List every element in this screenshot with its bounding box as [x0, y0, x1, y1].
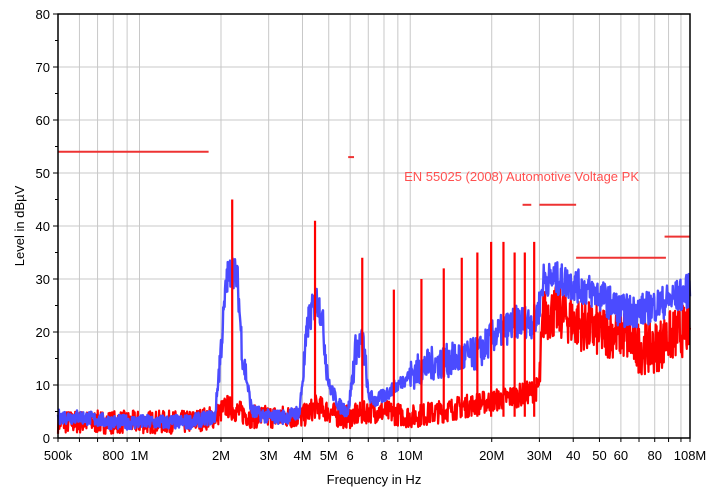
limit-lines [58, 150, 690, 259]
x-tick-label: 3M [260, 448, 278, 463]
x-axis-label: Frequency in Hz [327, 472, 422, 487]
y-axis: 0 10 20 30 40 50 60 70 80 [36, 7, 58, 446]
x-tick-label: 10M [398, 448, 423, 463]
x-tick-label: 800 [102, 448, 124, 463]
y-tick-label: 0 [43, 431, 50, 446]
y-axis-label: Level in dBµV [12, 185, 27, 266]
x-tick-label: 500k [44, 448, 73, 463]
limit-annotation: EN 55025 (2008) Automotive Voltage PK [404, 169, 639, 184]
y-tick-label: 50 [36, 166, 50, 181]
y-tick-label: 10 [36, 378, 50, 393]
blue-trace [56, 257, 692, 431]
series-group [56, 257, 692, 435]
x-tick-label: 6 [347, 448, 354, 463]
y-tick-label: 80 [36, 7, 50, 22]
spike-group [231, 199, 536, 417]
x-tick-label: 2M [212, 448, 230, 463]
y-tick-label: 40 [36, 219, 50, 234]
x-tick-label: 5M [320, 448, 338, 463]
x-tick-label: 108M [674, 448, 707, 463]
x-tick-label: 1M [130, 448, 148, 463]
x-tick-label: 40 [566, 448, 580, 463]
x-tick-label: 20M [479, 448, 504, 463]
x-tick-label: 4M [293, 448, 311, 463]
y-tick-label: 60 [36, 113, 50, 128]
x-tick-label: 60 [614, 448, 628, 463]
x-axis: 500k 800 1M 2M 3M 4M 5M 6 8 10M 20M 30M 40 50 60 80 108M [44, 438, 706, 463]
y-tick-label: 70 [36, 60, 50, 75]
x-tick-label: 50 [592, 448, 606, 463]
x-tick-label: 8 [380, 448, 387, 463]
x-tick-label: 30M [527, 448, 552, 463]
y-tick-label: 30 [36, 272, 50, 287]
x-tick-label: 80 [647, 448, 661, 463]
y-tick-label: 20 [36, 325, 50, 340]
